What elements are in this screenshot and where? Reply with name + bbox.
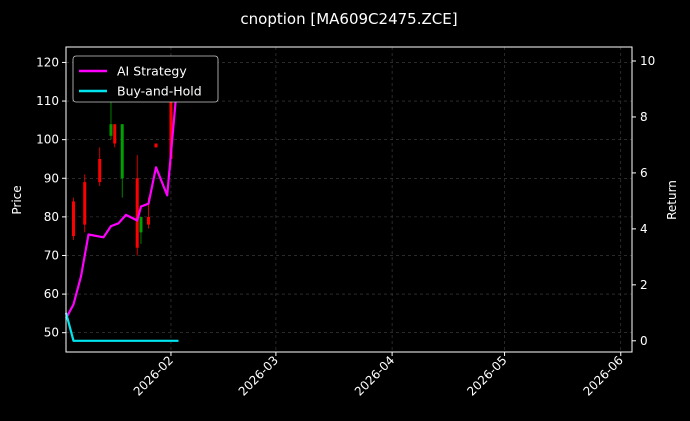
x-tick-label: 2026-02: [131, 353, 176, 398]
y-axis-label-return: Return: [665, 180, 679, 220]
x-tick-label: 2026-03: [236, 353, 281, 398]
y-tick-label: 60: [44, 287, 59, 301]
x-tick-label: 2026-06: [581, 353, 626, 398]
candle-body: [109, 124, 113, 136]
candle-body: [120, 124, 124, 179]
chart-title: cnoption [MA609C2475.ZCE]: [240, 10, 457, 28]
y-tick-label: 100: [36, 133, 59, 147]
y-tick-label: 120: [36, 55, 59, 69]
y2-tick-label: 4: [640, 222, 648, 236]
candle-body: [98, 158, 102, 183]
y2-tick-label: 6: [640, 166, 648, 180]
y-tick-label: 110: [36, 94, 59, 108]
candle-body: [146, 216, 150, 225]
series-lines: [64, 69, 180, 342]
y2-tick-label: 0: [640, 334, 648, 348]
y2-tick-label: 2: [640, 278, 648, 292]
y2-tick-label: 10: [640, 54, 655, 68]
y-tick-label: 50: [44, 326, 59, 340]
y-tick-label: 70: [44, 248, 59, 262]
legend-label: AI Strategy: [117, 64, 187, 79]
candle-body: [154, 143, 158, 148]
legend-label: Buy-and-Hold: [117, 84, 202, 99]
x-tick-label: 2026-05: [464, 353, 509, 398]
candle-body: [139, 216, 143, 233]
series-line-buy-and-hold: [64, 312, 179, 342]
series-line-ai-strategy: [65, 69, 180, 319]
legend-box: [72, 55, 219, 103]
y-tick-label: 80: [44, 210, 59, 224]
candle-body: [71, 201, 75, 237]
legend: AI Strategy Buy-and-Hold: [72, 55, 219, 103]
candle-body: [135, 178, 139, 248]
plot-frame: [65, 46, 633, 353]
grid: [66, 47, 632, 352]
y-axis-label-price: Price: [10, 185, 24, 214]
candle-body: [113, 124, 117, 144]
y2-tick-label: 8: [640, 110, 648, 124]
x-tick-label: 2026-04: [352, 353, 397, 398]
candle-body: [83, 182, 87, 225]
candle-body: [169, 81, 173, 159]
axis-ticks: 50 60 70 80 90 100 110 120 0 2 4 6 8 10 2026-02 2026-03…: [36, 54, 655, 399]
y-tick-label: 90: [44, 171, 59, 185]
